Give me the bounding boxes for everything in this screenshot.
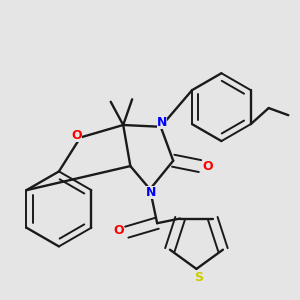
Text: S: S [194, 272, 203, 284]
Text: O: O [71, 129, 82, 142]
Text: N: N [146, 186, 156, 199]
Text: O: O [202, 160, 213, 172]
Text: O: O [114, 224, 124, 237]
Text: N: N [157, 116, 167, 129]
